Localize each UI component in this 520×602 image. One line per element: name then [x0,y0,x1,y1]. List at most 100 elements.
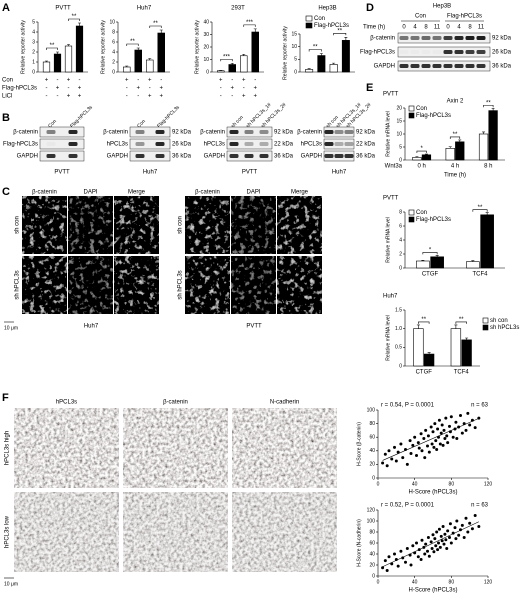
point [408,439,412,443]
error-bar [242,53,246,56]
band [432,64,442,68]
column-label: β-catenin [163,400,188,406]
error-bar [125,65,129,67]
point [441,443,445,447]
point [445,547,449,550]
bar [478,133,489,161]
band [443,64,453,68]
significance: ** [50,43,55,49]
point [424,542,428,546]
micrograph-texture [231,256,276,314]
y-tick-label: 6 [399,223,402,229]
y-tick-label: 0 [399,265,402,271]
row-label: sh con [178,216,184,234]
band [259,154,269,158]
bar [123,66,131,73]
y-axis-label: H-Score (N-cadherin) [356,519,362,567]
micrograph-texture [22,256,67,314]
band [324,154,334,158]
sign: + [125,78,129,84]
point [464,428,468,432]
blot [39,150,85,162]
y-tick-label: 0 [32,69,35,75]
band [244,154,254,158]
kda-label: 92 kDa [274,130,294,136]
column-label: DAPI [83,190,97,196]
bracket [46,47,58,50]
bar [42,61,51,73]
point [432,550,436,554]
micrograph-texture [68,256,113,314]
micrograph-texture [14,408,119,488]
bracket [418,321,430,324]
point [399,442,403,446]
band [443,50,453,54]
point [383,559,387,563]
panel-label: D [366,2,374,14]
point [431,533,435,537]
band [68,130,78,134]
sign: + [219,78,223,84]
legend-label: Con [416,210,427,216]
error-bar [78,22,81,26]
point [455,519,459,523]
point [419,558,423,561]
row-label: β-catenin [200,130,225,136]
point [419,432,423,436]
legend-swatch [482,324,489,331]
band [454,64,464,68]
error-bar [253,28,257,32]
blot [39,138,85,150]
point [411,544,415,548]
error-bar [148,58,152,60]
bracket [243,24,256,27]
kda-label: 92 kDa [172,130,192,136]
point [390,457,394,461]
bar [480,214,494,269]
x-tick-label: 8 h [484,164,492,170]
micrograph-texture [68,196,113,254]
point [426,549,429,553]
significance: * [429,247,432,253]
panel-label: C [2,186,10,198]
point [473,426,477,430]
significance: ** [72,14,77,20]
point [448,522,452,526]
micrograph-texture [22,196,67,254]
error-bar [159,29,163,33]
point [435,447,439,451]
point [468,423,472,427]
bar [413,328,424,367]
point [426,434,430,438]
kda-label: 22 kDa [274,142,294,148]
point [394,459,398,463]
y-tick-label: 10 [396,131,402,137]
y-tick-label: 10 [203,57,209,63]
point [387,449,391,453]
chart-title: Huh7 [137,6,152,12]
group-label: Flag-hPCL3s [447,14,482,20]
bar [146,59,154,73]
point [434,544,438,548]
x-tick-label: 80 [449,481,455,487]
point [437,541,440,545]
treatment-label: Wnt3a [385,164,403,170]
point [438,442,442,446]
row-label: GAPDH [17,154,38,160]
sign: + [230,86,234,92]
legend-swatch [408,105,415,112]
y-tick-label: 20 [203,44,209,50]
bracket [416,150,427,154]
y-tick-label: 5 [32,19,35,25]
point [413,435,417,439]
time: 4 [457,25,461,31]
y-tick-label: 100 [367,407,376,413]
point [466,411,470,415]
sample-size: n = 63 [471,403,489,409]
point [453,526,457,530]
fit-line [382,521,479,568]
point [436,427,440,431]
point [381,566,385,570]
band [46,130,56,134]
